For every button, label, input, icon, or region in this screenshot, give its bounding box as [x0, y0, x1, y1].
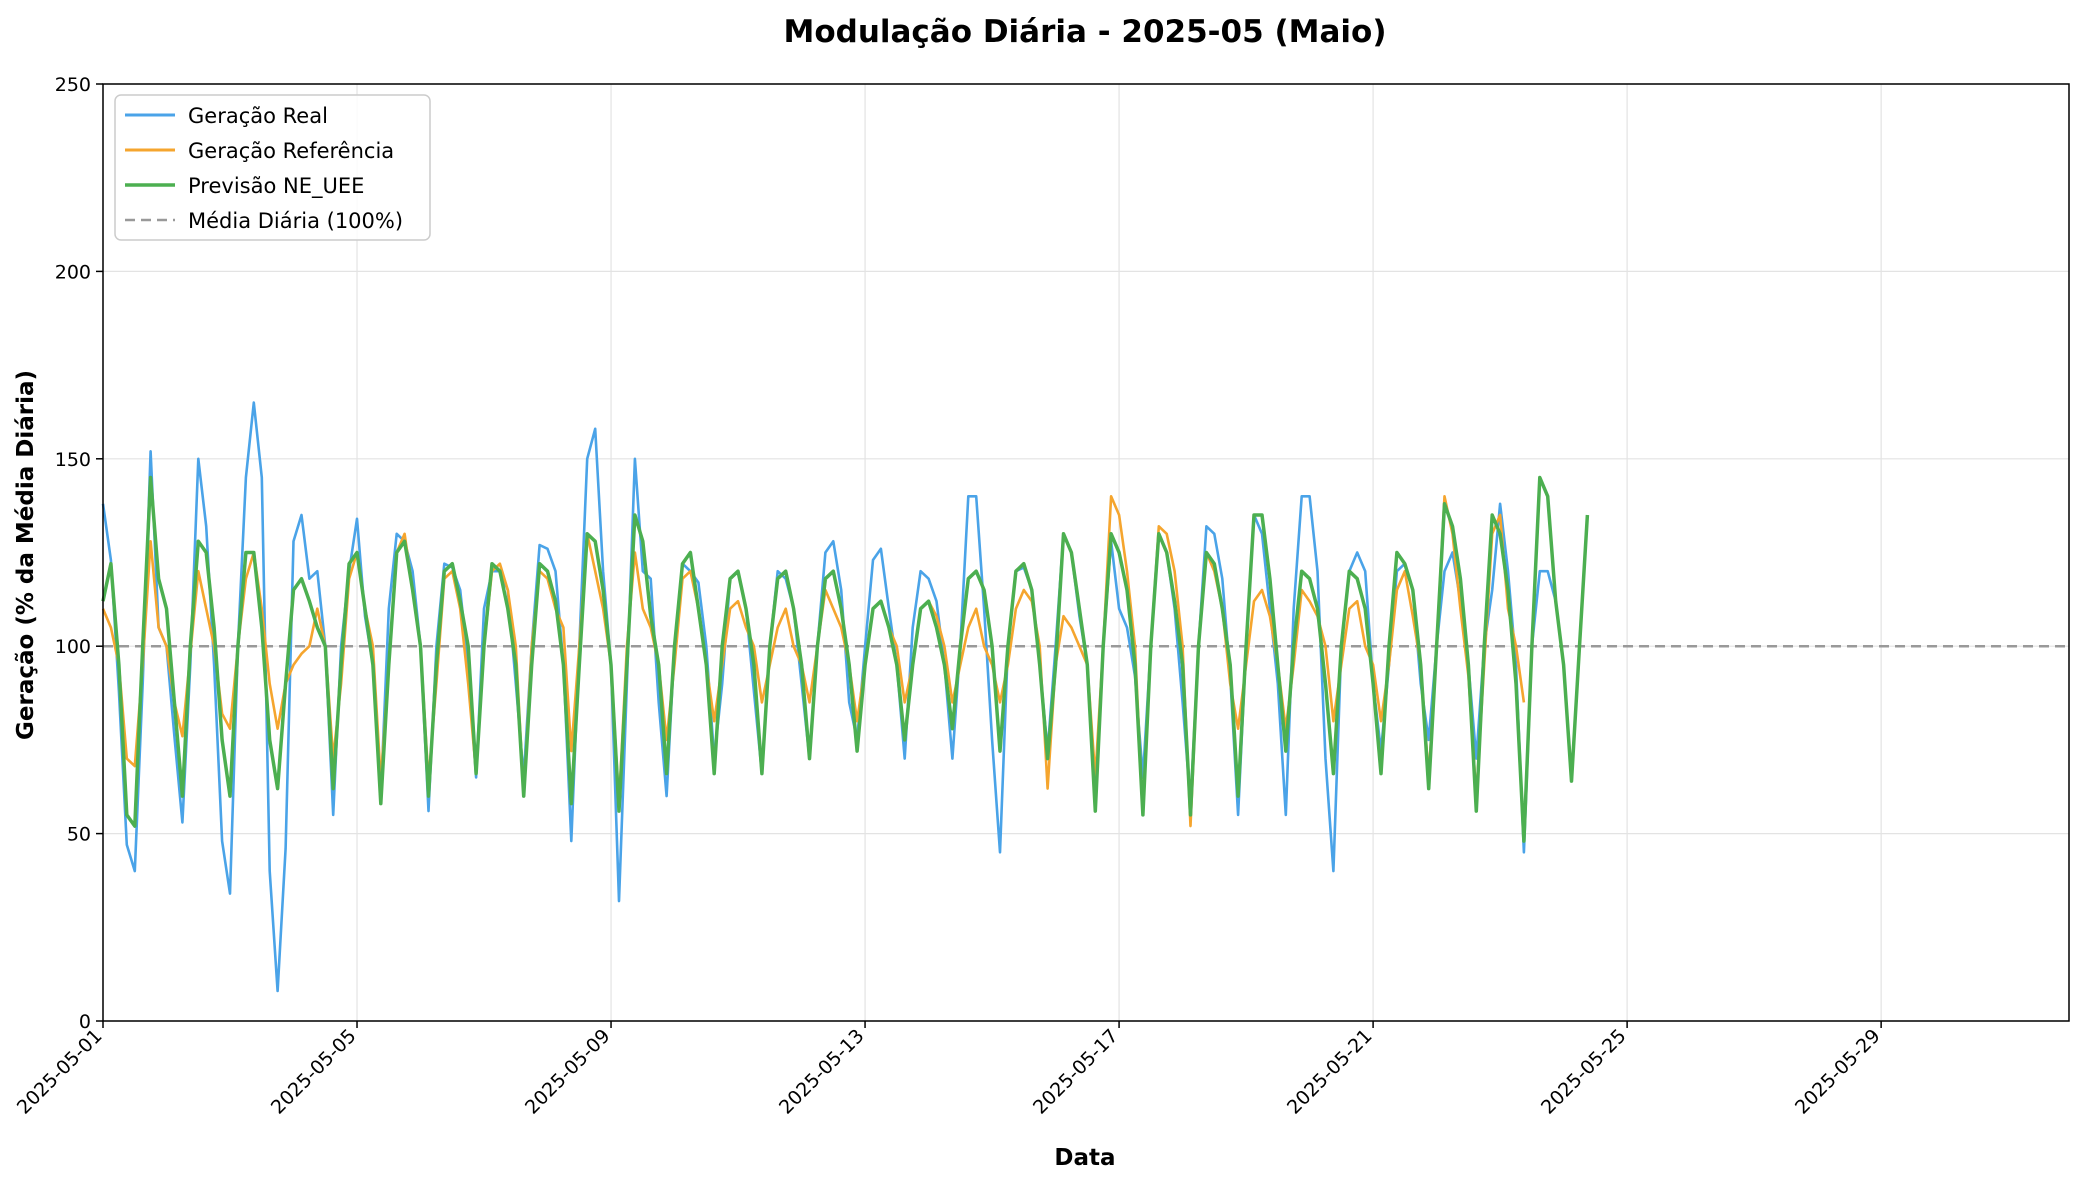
x-tick-label: 2025-05-21	[1283, 1025, 1377, 1119]
legend-entry-media-diaria: Média Diária (100%)	[125, 209, 403, 233]
y-tick-label: 0	[79, 1011, 91, 1033]
legend-entry-geracao-referencia: Geração Referência	[125, 139, 394, 163]
chart-title: Modulação Diária - 2025-05 (Maio)	[783, 14, 1386, 50]
legend: Geração Real Geração Referência Previsão…	[114, 94, 431, 241]
x-tick-label: 2025-05-29	[1791, 1025, 1885, 1119]
y-tick-label: 150	[55, 449, 91, 471]
y-tick-label: 50	[67, 824, 91, 846]
series-layer	[101, 401, 1590, 993]
x-tick-label: 2025-05-01	[13, 1025, 107, 1119]
x-tick-label: 2025-05-09	[521, 1025, 615, 1119]
legend-label: Previsão NE_UEE	[188, 174, 364, 199]
x-tick-label: 2025-05-17	[1029, 1025, 1123, 1119]
y-tick-label: 250	[55, 74, 91, 96]
series-line-previsao-ne-uee	[101, 475, 1590, 843]
x-axis-label: Data	[1054, 1145, 1115, 1171]
legend-label: Geração Referência	[188, 139, 394, 163]
plot-area-frame	[102, 83, 2070, 1022]
legend-entry-previsao-ne-uee: Previsão NE_UEE	[125, 174, 364, 199]
legend-label: Geração Real	[188, 104, 328, 128]
y-tick-label: 200	[55, 261, 91, 283]
x-axis-ticks: 2025-05-01 2025-05-05 2025-05-09 2025-05-13…	[13, 1021, 1885, 1119]
y-tick-label: 100	[55, 636, 91, 658]
legend-entry-geracao-real: Geração Real	[125, 104, 328, 128]
y-axis-label: Geração (% da Média Diária)	[13, 370, 39, 740]
x-tick-label: 2025-05-13	[775, 1025, 869, 1119]
series-line-geracao-referencia	[101, 495, 1526, 828]
legend-label: Média Diária (100%)	[188, 209, 403, 233]
x-tick-label: 2025-05-25	[1537, 1025, 1631, 1119]
y-axis-ticks: 0 50 100 150 200 250	[55, 74, 103, 1033]
series-line-geracao-real	[101, 401, 1573, 993]
legend-box	[114, 94, 431, 241]
x-tick-label: 2025-05-05	[267, 1025, 361, 1119]
